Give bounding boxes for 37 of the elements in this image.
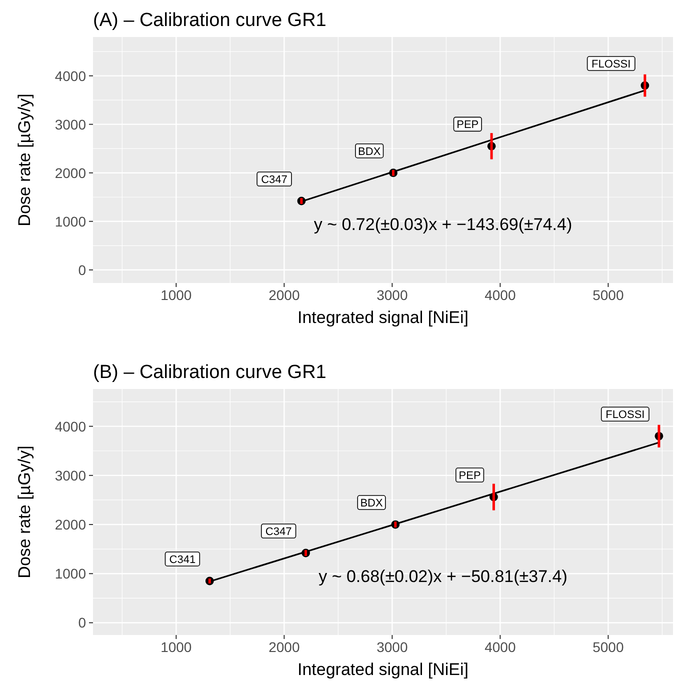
annotation: FLOSSI [606,409,645,422]
y-tick-label: 0 [78,614,86,631]
annotation: y ~ 0.72(±0.03)x + −143.69(±74.4) [314,214,572,234]
x-tick-label: 5000 [592,639,624,655]
y-tick-label: 1000 [54,566,86,582]
y-tick-label: 2000 [54,164,86,181]
y-tick-label: 2000 [54,516,86,533]
x-axis-title: Integrated signal [NiEi] [297,660,469,679]
annotation: BDX [360,498,384,510]
y-tick-label: 3000 [54,116,86,132]
annotation: BDX [358,146,382,158]
annotation: C341 [169,554,196,566]
annotation: PEP [458,470,481,482]
annotation: PEP [456,119,479,132]
y-tick-label: 4000 [54,418,86,434]
annotation: C347 [261,174,288,186]
y-axis-title: Dose rate [µGy/y] [15,94,34,226]
chart-title: (A) – Calibration curve GR1 [93,10,326,31]
x-tick-label: 1000 [160,287,192,303]
x-axis-title: Integrated signal [NiEi] [297,308,469,327]
x-tick-label: 4000 [484,639,516,655]
y-tick-label: 3000 [54,467,86,484]
x-tick-label: 3000 [376,287,408,303]
x-tick-label: 2000 [268,287,300,303]
y-tick-label: 1000 [54,213,86,230]
annotation: C347 [265,526,292,538]
x-tick-label: 5000 [592,287,624,303]
chart-title: (B) – Calibration curve GR1 [93,362,326,383]
y-axis-title: Dose rate [µGy/y] [15,446,34,578]
annotation: y ~ 0.68(±0.02)x + −50.81(±37.4) [318,566,568,586]
x-tick-label: 4000 [484,287,516,303]
y-tick-label: 4000 [54,68,86,84]
x-tick-label: 2000 [268,639,300,655]
annotation: FLOSSI [592,58,631,71]
x-tick-label: 3000 [376,639,408,655]
x-tick-label: 1000 [160,639,192,655]
y-tick-label: 0 [78,262,86,278]
